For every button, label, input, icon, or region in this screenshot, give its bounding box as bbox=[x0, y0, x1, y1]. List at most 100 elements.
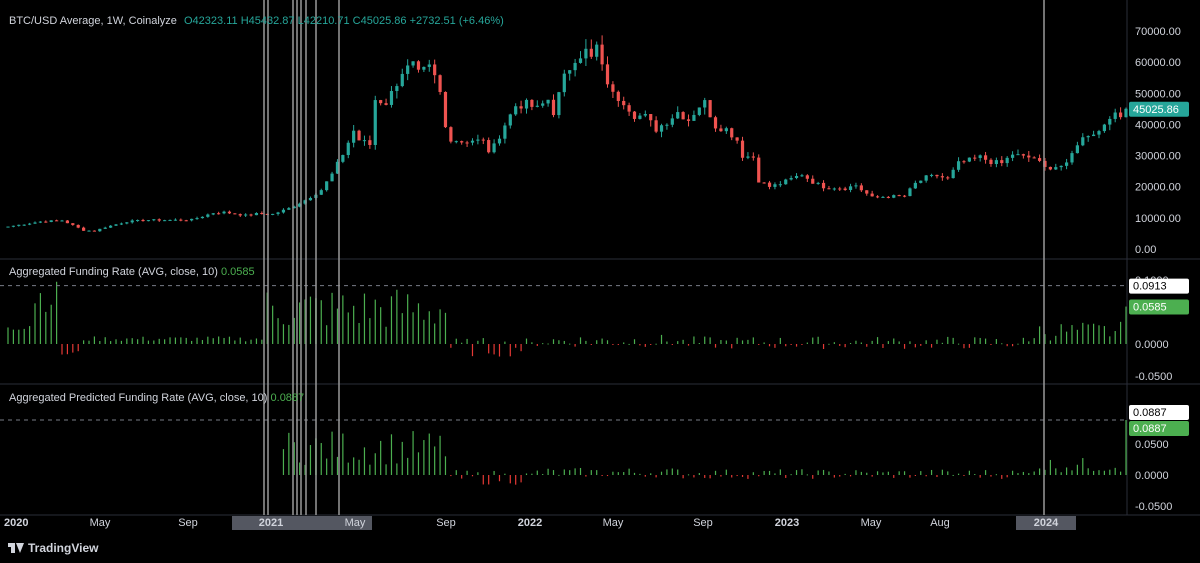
predicted-bar bbox=[1055, 468, 1057, 475]
predicted-bar bbox=[309, 445, 312, 475]
candle-body bbox=[125, 222, 129, 224]
predicted-legend: Aggregated Predicted Funding Rate (AVG, … bbox=[9, 392, 304, 404]
candle-body bbox=[71, 223, 75, 225]
funding-bar bbox=[88, 340, 90, 344]
candle-body bbox=[832, 188, 836, 190]
candle-body bbox=[92, 230, 97, 232]
funding-bar bbox=[752, 337, 754, 344]
candle-body bbox=[497, 138, 502, 144]
candle-body bbox=[271, 213, 275, 215]
candle-body bbox=[384, 103, 388, 105]
funding-bar bbox=[385, 326, 387, 344]
predicted-bar bbox=[1098, 470, 1100, 475]
predicted-bar bbox=[326, 458, 328, 475]
funding-bar bbox=[1087, 324, 1089, 344]
candle-body bbox=[514, 106, 518, 115]
candle-body bbox=[28, 223, 32, 225]
candle-body bbox=[389, 91, 394, 105]
tradingview-logo[interactable]: TradingView bbox=[8, 541, 98, 555]
candle-body bbox=[778, 184, 782, 186]
funding-bar bbox=[250, 339, 252, 344]
funding-bar bbox=[860, 342, 862, 344]
time-tick-label: May bbox=[861, 517, 882, 529]
candle-body bbox=[622, 100, 626, 106]
open-label: O bbox=[183, 15, 193, 27]
predicted-bar bbox=[855, 470, 857, 475]
funding-bar bbox=[898, 341, 900, 344]
funding-bar bbox=[180, 337, 182, 344]
funding-bar bbox=[50, 304, 52, 344]
predicted-bar bbox=[1114, 467, 1116, 475]
funding-bar bbox=[628, 343, 630, 345]
candle-body bbox=[222, 211, 226, 214]
candle-body bbox=[1021, 154, 1025, 156]
candle-body bbox=[881, 196, 885, 198]
predicted-bar bbox=[952, 474, 954, 476]
predicted-bar bbox=[444, 456, 447, 475]
candle-body bbox=[173, 219, 178, 221]
funding-bar bbox=[882, 344, 884, 348]
predicted-bar bbox=[428, 433, 430, 475]
candle-body bbox=[616, 91, 620, 101]
funding-bar bbox=[23, 328, 25, 344]
candle-body bbox=[1064, 162, 1069, 166]
predicted-bar bbox=[839, 475, 841, 477]
candle-body bbox=[1124, 108, 1128, 118]
predicted-tick-label: -0.0500 bbox=[1135, 501, 1172, 513]
candle-body bbox=[1027, 155, 1031, 158]
funding-bar bbox=[336, 308, 339, 344]
funding-bar bbox=[990, 344, 992, 345]
predicted-bar bbox=[623, 472, 625, 475]
funding-last-label: 0.0585 bbox=[1133, 302, 1167, 314]
candle-body bbox=[605, 64, 610, 85]
candle-body bbox=[433, 64, 437, 76]
predicted-last-badge bbox=[1129, 421, 1189, 437]
candle-body bbox=[524, 99, 529, 109]
funding-bar bbox=[277, 318, 279, 344]
candle-body bbox=[551, 99, 556, 116]
funding-bar bbox=[914, 344, 916, 348]
funding-bar bbox=[147, 340, 150, 344]
candle-body bbox=[87, 230, 91, 232]
candle-body bbox=[49, 220, 53, 222]
candle-body bbox=[632, 111, 637, 119]
candle-body bbox=[200, 216, 205, 219]
predicted-bar bbox=[774, 473, 776, 475]
funding-bar bbox=[552, 339, 555, 344]
funding-bar bbox=[984, 338, 987, 344]
candle-body bbox=[1097, 131, 1101, 135]
candle-body bbox=[746, 156, 750, 158]
high-value: 45432.87 bbox=[248, 15, 295, 27]
price-tick-label: 60000.00 bbox=[1135, 57, 1181, 69]
predicted-bar bbox=[887, 471, 889, 475]
predicted-bar bbox=[363, 447, 366, 475]
funding-bar bbox=[736, 337, 738, 344]
predicted-bars bbox=[282, 420, 1127, 485]
predicted-bar bbox=[709, 475, 711, 479]
predicted-bar bbox=[1038, 468, 1041, 475]
funding-bars bbox=[7, 281, 1127, 357]
funding-bar bbox=[1006, 344, 1008, 347]
predicted-value: 0.0887 bbox=[270, 392, 305, 404]
candle-body bbox=[406, 65, 410, 74]
predicted-bar bbox=[995, 474, 997, 476]
last-price-badge bbox=[1129, 101, 1189, 117]
predicted-bar bbox=[968, 470, 970, 475]
predicted-bar bbox=[509, 475, 511, 484]
predicted-bar bbox=[795, 470, 798, 475]
candle-body bbox=[951, 169, 955, 179]
funding-bar bbox=[142, 336, 144, 344]
candle-body bbox=[627, 105, 631, 112]
predicted-bar bbox=[671, 468, 673, 475]
funding-bar bbox=[293, 317, 295, 344]
funding-bar bbox=[558, 340, 560, 344]
candle-body bbox=[368, 140, 372, 145]
funding-bar bbox=[995, 339, 997, 344]
last-price-label: 45025.86 bbox=[1133, 104, 1179, 116]
predicted-bar bbox=[347, 462, 349, 475]
funding-bar bbox=[903, 344, 906, 349]
predicted-title: Aggregated Predicted Funding Rate (AVG, … bbox=[9, 392, 268, 404]
predicted-bar bbox=[882, 472, 884, 475]
predicted-bar bbox=[666, 469, 668, 475]
